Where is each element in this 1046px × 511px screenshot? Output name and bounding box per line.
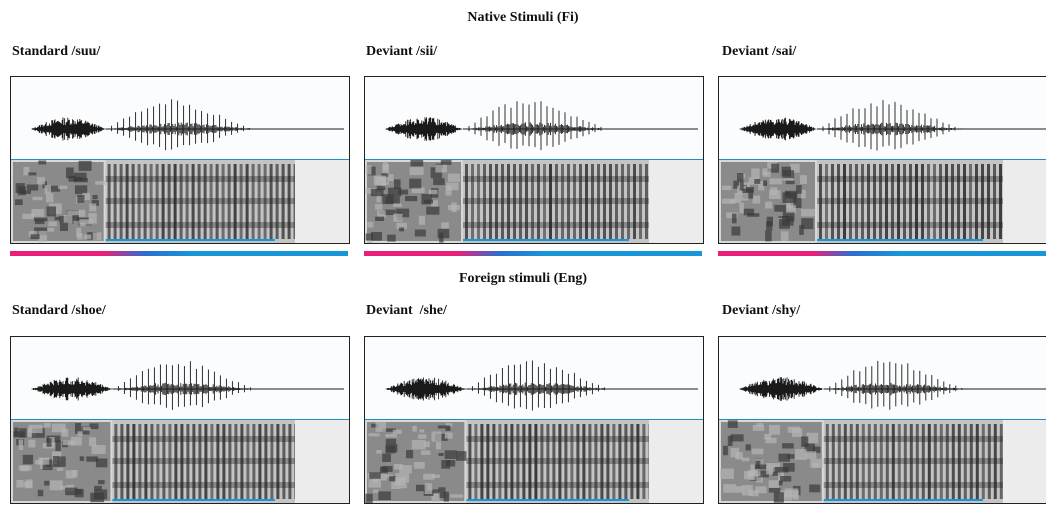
- stimulus-panel-she: [364, 336, 704, 504]
- section-title-native: Native Stimuli (Fi): [467, 10, 579, 25]
- panel-label-sai: Deviant /sai/: [722, 44, 797, 59]
- waveform: [719, 337, 1046, 420]
- segment-bar-sai: [718, 251, 1046, 256]
- spectrogram: [719, 420, 1046, 503]
- waveform: [719, 77, 1046, 160]
- stimulus-panel-sii: [364, 76, 704, 244]
- panel-label-sii: Deviant /sii/: [366, 44, 438, 59]
- panel-label-she: Deviant /she/: [366, 303, 447, 318]
- spectrogram: [11, 160, 349, 243]
- panel-label-shoe: Standard /shoe/: [12, 303, 106, 318]
- waveform: [11, 337, 349, 420]
- panel-label-suu: Standard /suu/: [12, 44, 101, 59]
- section-title-foreign: Foreign stimuli (Eng): [458, 271, 588, 286]
- stimulus-panel-shy: [718, 336, 1046, 504]
- segment-bar-sii: [364, 251, 702, 256]
- spectrogram: [365, 420, 703, 503]
- stimulus-panel-shoe: [10, 336, 350, 504]
- waveform: [11, 77, 349, 160]
- stimulus-panel-sai: [718, 76, 1046, 244]
- stimulus-panel-suu: [10, 76, 350, 244]
- segment-bar-suu: [10, 251, 348, 256]
- spectrogram: [11, 420, 349, 503]
- waveform: [365, 77, 703, 160]
- panel-label-shy: Deviant /shy/: [722, 303, 801, 318]
- spectrogram: [719, 160, 1046, 243]
- spectrogram: [365, 160, 703, 243]
- waveform: [365, 337, 703, 420]
